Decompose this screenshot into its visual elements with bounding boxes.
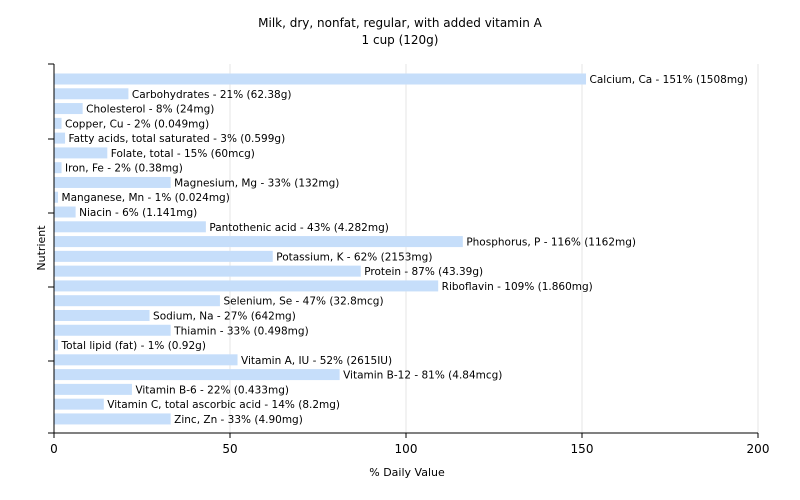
bar-label: Zinc, Zn - 33% (4.90mg) [174, 414, 303, 426]
bar [54, 309, 150, 321]
bar [54, 88, 129, 100]
bar-label: Protein - 87% (43.39g) [364, 266, 483, 278]
bar [54, 176, 171, 188]
bar [54, 413, 171, 425]
bar-label: Copper, Cu - 2% (0.049mg) [65, 118, 209, 130]
chart-subtitle: 1 cup (120g) [362, 33, 439, 47]
bar [54, 383, 132, 395]
bar [54, 339, 59, 351]
bar [54, 191, 59, 203]
bar-label: Vitamin B-6 - 22% (0.433mg) [135, 384, 289, 396]
bar-label: Vitamin B-12 - 81% (4.84mcg) [343, 370, 502, 382]
bar [54, 250, 273, 262]
bar [54, 73, 587, 85]
bar-label: Cholesterol - 8% (24mg) [86, 104, 214, 116]
y-axis-label: Nutrient [35, 225, 48, 271]
bar [54, 162, 62, 174]
bar-label: Calcium, Ca - 151% (1508mg) [590, 74, 748, 86]
axes: 0 50 100 150 200 [48, 63, 770, 456]
bar [54, 117, 62, 129]
x-tick-label: 150 [571, 442, 594, 456]
x-tick-label: 200 [747, 442, 770, 456]
bar-label: Sodium, Na - 27% (642mg) [153, 310, 296, 322]
bar-label: Carbohydrates - 21% (62.38g) [132, 89, 292, 101]
bar-label: Pantothenic acid - 43% (4.282mg) [209, 222, 388, 234]
bar-label: Niacin - 6% (1.141mg) [79, 207, 197, 219]
bar [54, 324, 171, 336]
bars [54, 73, 587, 425]
bar-label: Magnesium, Mg - 33% (132mg) [174, 177, 339, 189]
bar-label: Phosphorus, P - 116% (1162mg) [466, 237, 636, 249]
bar-label: Fatty acids, total saturated - 3% (0.599… [69, 133, 286, 145]
bar [54, 236, 463, 248]
bar-label: Vitamin A, IU - 52% (2615IU) [241, 355, 392, 367]
bar [54, 221, 206, 233]
bar [54, 280, 439, 292]
x-axis-label: % Daily Value [369, 466, 445, 479]
bar [54, 147, 108, 159]
bar-label: Total lipid (fat) - 1% (0.92g) [61, 340, 206, 352]
bar-label: Riboflavin - 109% (1.860mg) [442, 281, 593, 293]
x-tick-label: 100 [395, 442, 418, 456]
bar [54, 206, 76, 218]
bar [54, 295, 220, 307]
chart-title: Milk, dry, nonfat, regular, with added v… [258, 16, 542, 30]
bar-label: Vitamin C, total ascorbic acid - 14% (8.… [107, 399, 340, 411]
bar-label: Potassium, K - 62% (2153mg) [276, 251, 432, 263]
bar [54, 265, 361, 277]
bar-label: Thiamin - 33% (0.498mg) [173, 325, 309, 337]
bar-label: Selenium, Se - 47% (32.8mcg) [223, 296, 383, 308]
x-tick-label: 50 [222, 442, 237, 456]
bar-label: Manganese, Mn - 1% (0.024mg) [62, 192, 230, 204]
bar [54, 132, 66, 144]
bar-label: Iron, Fe - 2% (0.38mg) [65, 163, 183, 175]
bar-labels: Calcium, Ca - 151% (1508mg) Carbohydrates… [61, 74, 748, 426]
bar [54, 103, 83, 115]
bar [54, 354, 238, 366]
bar [54, 369, 340, 381]
x-tick-label: 0 [50, 442, 58, 456]
bar [54, 398, 104, 410]
bar-label: Folate, total - 15% (60mcg) [111, 148, 255, 160]
